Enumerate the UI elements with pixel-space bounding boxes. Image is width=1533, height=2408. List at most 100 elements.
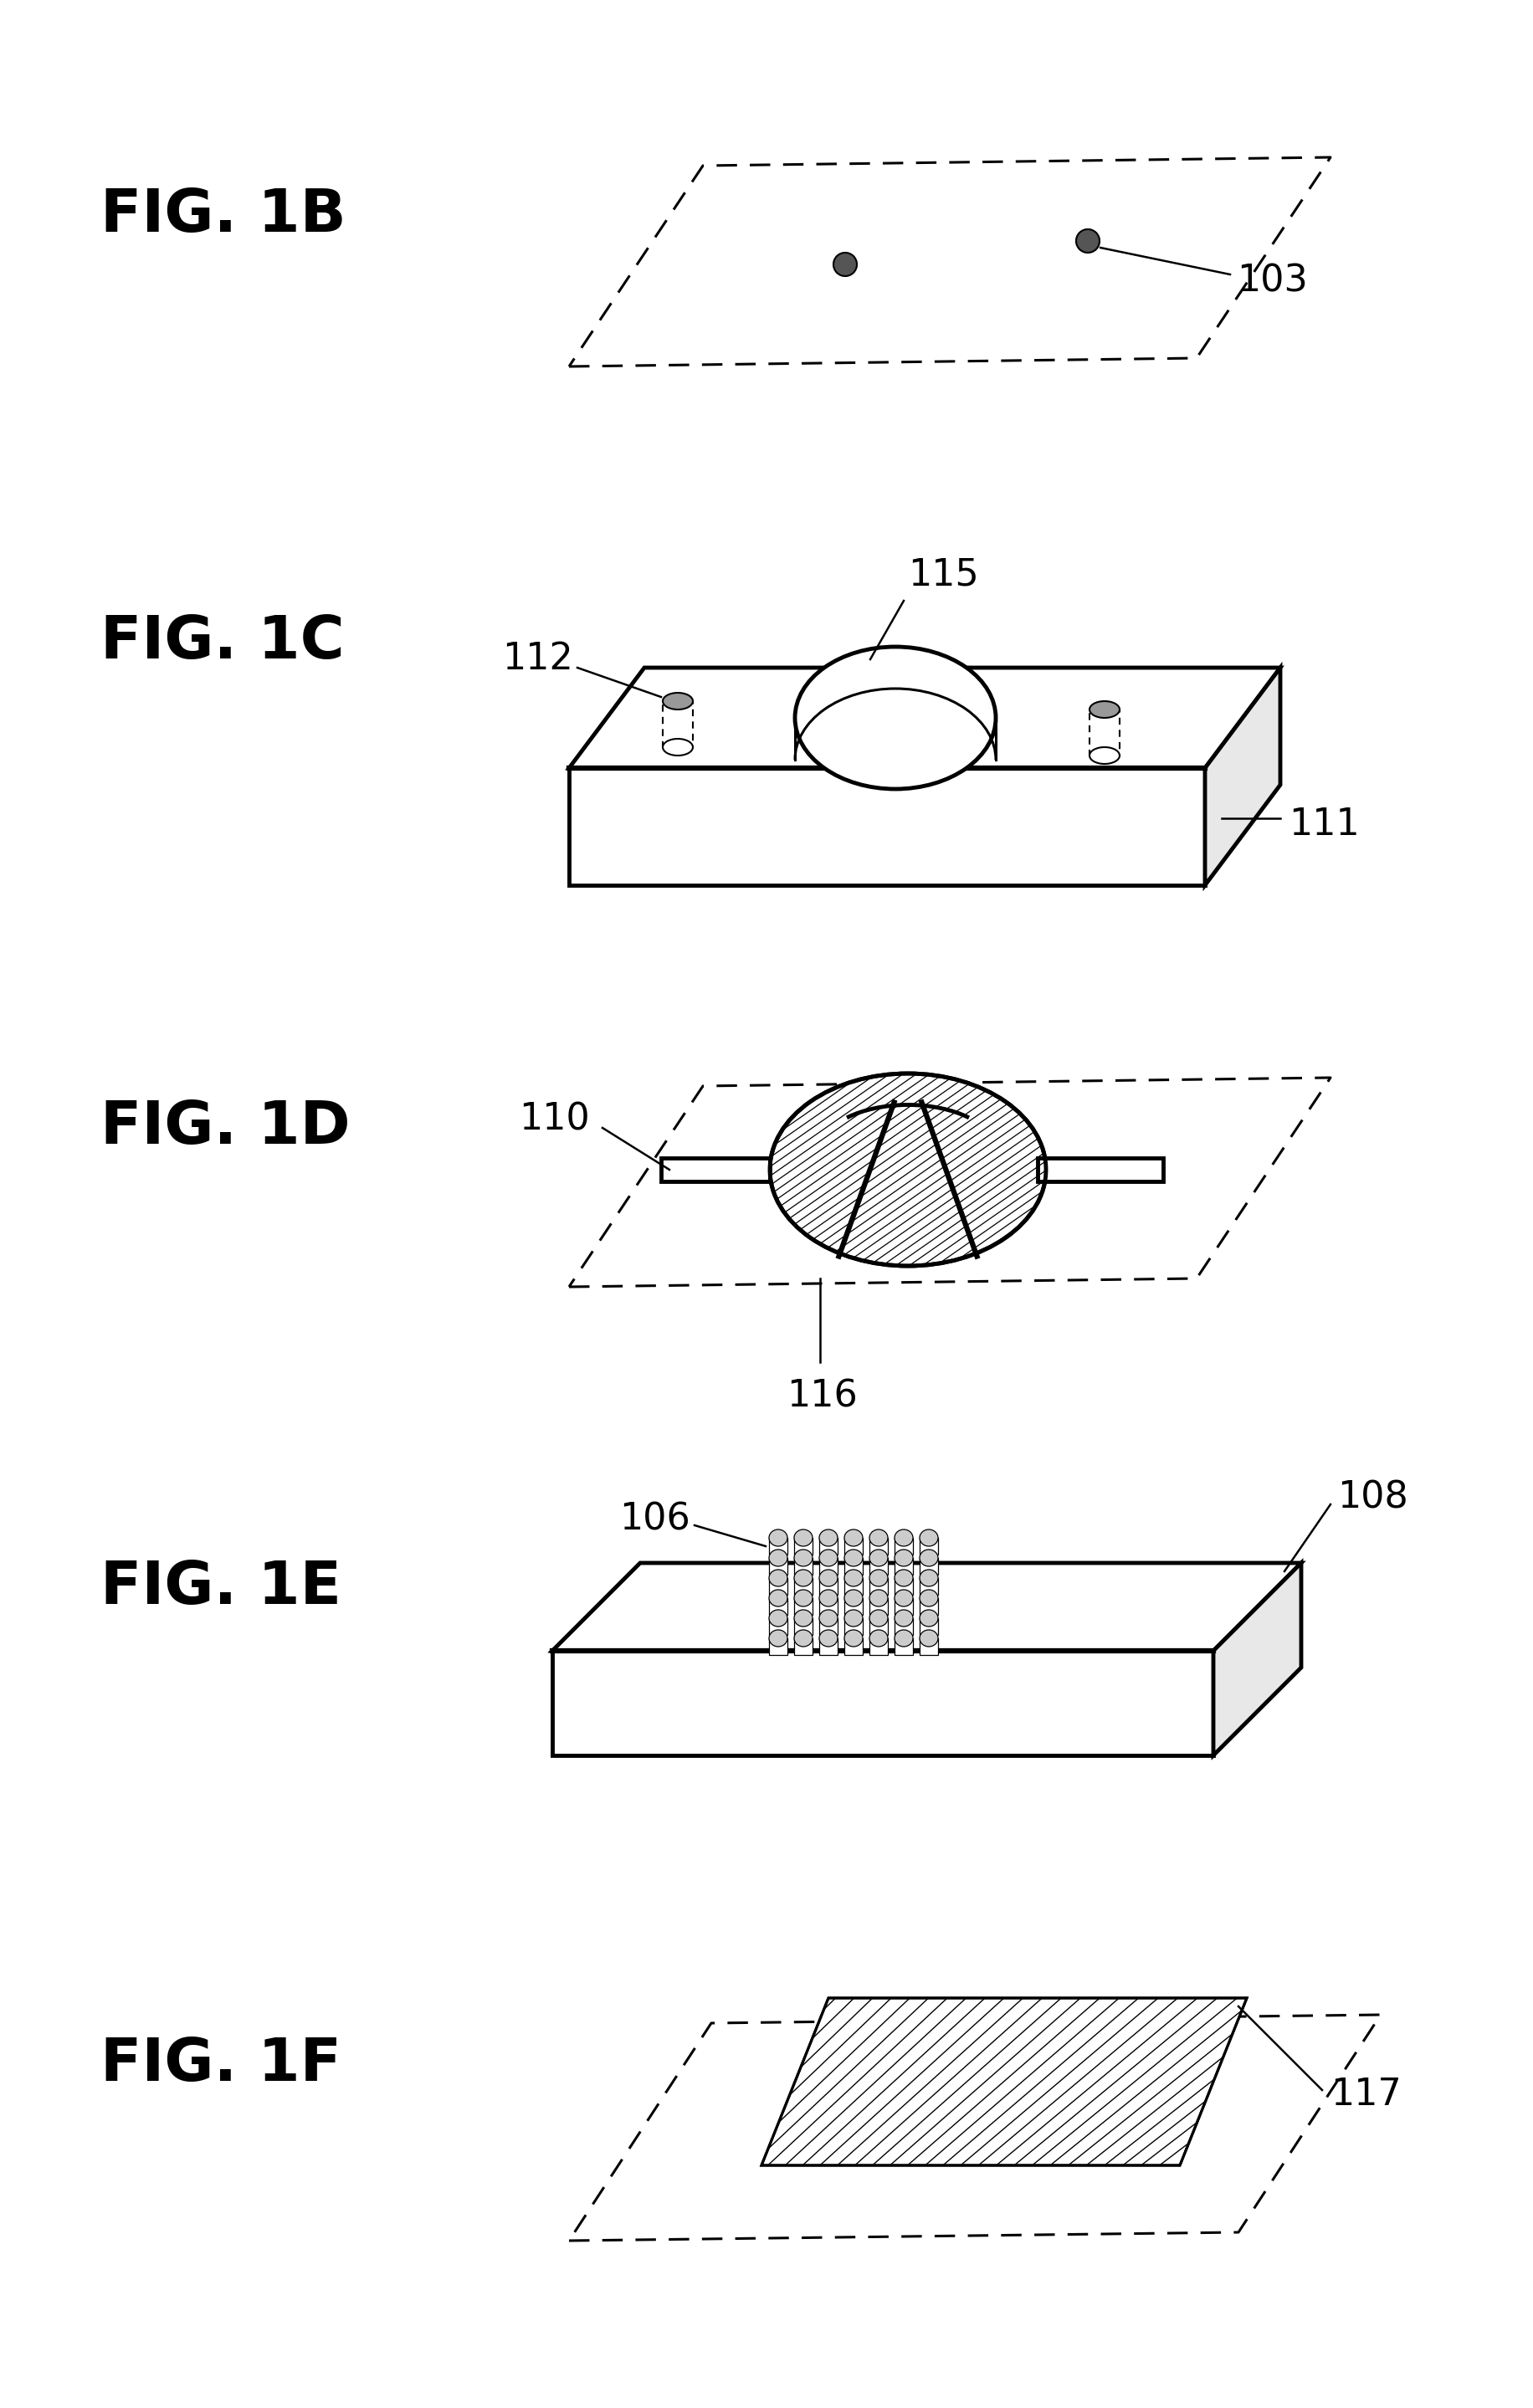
Text: 108: 108 <box>1337 1479 1407 1515</box>
Polygon shape <box>794 1558 812 1575</box>
Ellipse shape <box>869 1611 888 1625</box>
Polygon shape <box>760 1999 1246 2165</box>
Polygon shape <box>920 1539 938 1556</box>
Polygon shape <box>768 1558 786 1575</box>
Polygon shape <box>869 1539 888 1556</box>
Text: 110: 110 <box>518 1100 589 1137</box>
Polygon shape <box>819 1539 837 1556</box>
Polygon shape <box>920 1577 938 1594</box>
Ellipse shape <box>869 1570 888 1587</box>
Ellipse shape <box>843 1611 862 1625</box>
Text: FIG. 1B: FIG. 1B <box>100 188 346 246</box>
Polygon shape <box>768 1599 786 1616</box>
Polygon shape <box>843 1539 862 1556</box>
Polygon shape <box>894 1599 912 1616</box>
Ellipse shape <box>770 1074 1046 1267</box>
Polygon shape <box>661 1158 770 1182</box>
Ellipse shape <box>894 1611 912 1625</box>
Ellipse shape <box>662 694 693 710</box>
Ellipse shape <box>768 1611 786 1625</box>
Polygon shape <box>1088 710 1119 756</box>
Ellipse shape <box>920 1589 938 1606</box>
Polygon shape <box>819 1558 837 1575</box>
Ellipse shape <box>794 1529 812 1546</box>
Polygon shape <box>894 1637 912 1654</box>
Polygon shape <box>1213 1563 1300 1755</box>
Ellipse shape <box>920 1529 938 1546</box>
Ellipse shape <box>794 1630 812 1647</box>
Polygon shape <box>768 1539 786 1556</box>
Ellipse shape <box>843 1589 862 1606</box>
Ellipse shape <box>794 1589 812 1606</box>
Ellipse shape <box>819 1630 837 1647</box>
Ellipse shape <box>819 1611 837 1625</box>
Polygon shape <box>552 1652 1213 1755</box>
Ellipse shape <box>819 1570 837 1587</box>
Polygon shape <box>920 1599 938 1616</box>
Polygon shape <box>794 1599 812 1616</box>
Ellipse shape <box>920 1630 938 1647</box>
Ellipse shape <box>920 1611 938 1625</box>
Ellipse shape <box>869 1551 888 1565</box>
Polygon shape <box>869 1577 888 1594</box>
Polygon shape <box>920 1637 938 1654</box>
Ellipse shape <box>768 1570 786 1587</box>
Polygon shape <box>869 1599 888 1616</box>
Ellipse shape <box>869 1529 888 1546</box>
Text: 103: 103 <box>1236 262 1308 299</box>
Polygon shape <box>920 1618 938 1635</box>
Polygon shape <box>843 1558 862 1575</box>
Text: 111: 111 <box>1288 807 1358 843</box>
Polygon shape <box>552 1563 1300 1652</box>
Polygon shape <box>794 1637 812 1654</box>
Polygon shape <box>869 1558 888 1575</box>
Polygon shape <box>869 1618 888 1635</box>
Ellipse shape <box>819 1551 837 1565</box>
Polygon shape <box>819 1618 837 1635</box>
Text: 106: 106 <box>619 1503 690 1536</box>
Polygon shape <box>794 1539 812 1556</box>
Polygon shape <box>768 1577 786 1594</box>
Polygon shape <box>768 1618 786 1635</box>
Ellipse shape <box>662 739 693 756</box>
Ellipse shape <box>843 1570 862 1587</box>
Polygon shape <box>920 1558 938 1575</box>
Polygon shape <box>794 1618 812 1635</box>
Ellipse shape <box>894 1570 912 1587</box>
Ellipse shape <box>869 1589 888 1606</box>
Text: 116: 116 <box>786 1380 857 1416</box>
Polygon shape <box>894 1618 912 1635</box>
Circle shape <box>832 253 857 277</box>
Text: FIG. 1F: FIG. 1F <box>100 2037 342 2095</box>
Polygon shape <box>843 1599 862 1616</box>
Text: FIG. 1C: FIG. 1C <box>100 614 345 672</box>
Polygon shape <box>1036 1158 1162 1182</box>
Polygon shape <box>894 1577 912 1594</box>
Polygon shape <box>843 1618 862 1635</box>
Ellipse shape <box>768 1630 786 1647</box>
Polygon shape <box>819 1577 837 1594</box>
Ellipse shape <box>894 1589 912 1606</box>
Text: 117: 117 <box>1329 2078 1401 2114</box>
Ellipse shape <box>894 1630 912 1647</box>
Ellipse shape <box>843 1529 862 1546</box>
Ellipse shape <box>794 1611 812 1625</box>
Text: FIG. 1D: FIG. 1D <box>100 1098 350 1156</box>
Ellipse shape <box>768 1589 786 1606</box>
Ellipse shape <box>794 1570 812 1587</box>
Polygon shape <box>1205 667 1280 886</box>
Ellipse shape <box>768 1529 786 1546</box>
Ellipse shape <box>920 1570 938 1587</box>
Polygon shape <box>768 1637 786 1654</box>
Ellipse shape <box>894 1551 912 1565</box>
Polygon shape <box>819 1637 837 1654</box>
Polygon shape <box>843 1577 862 1594</box>
Text: 115: 115 <box>908 556 978 592</box>
Ellipse shape <box>794 648 995 790</box>
Polygon shape <box>843 1637 862 1654</box>
Ellipse shape <box>768 1551 786 1565</box>
Ellipse shape <box>819 1589 837 1606</box>
Ellipse shape <box>1088 701 1119 718</box>
Ellipse shape <box>1088 746 1119 763</box>
Ellipse shape <box>920 1551 938 1565</box>
